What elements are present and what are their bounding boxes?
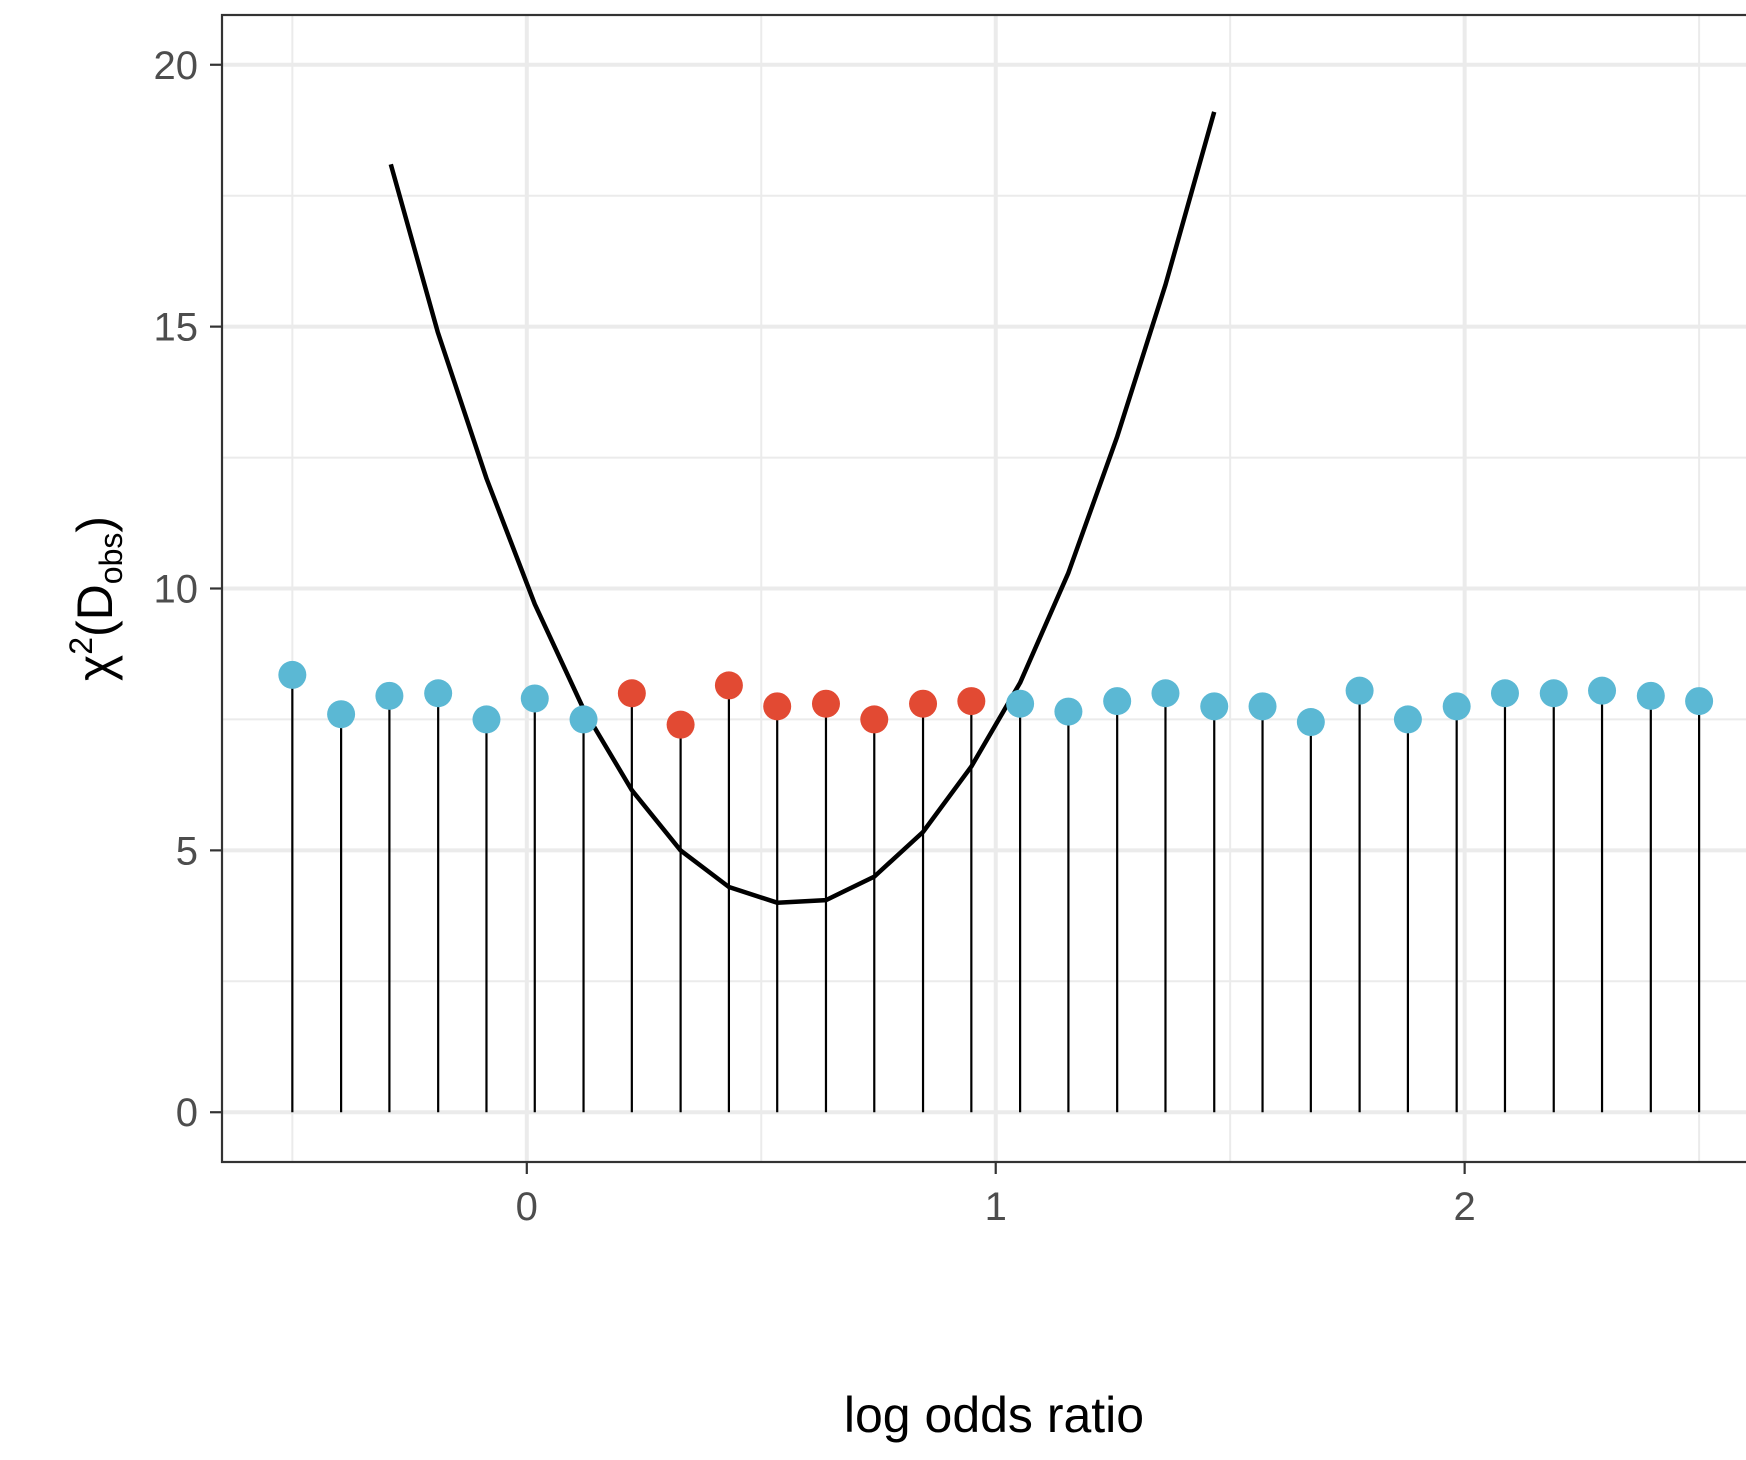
y-axis-title-open: (D bbox=[67, 584, 123, 637]
data-point-out-of-range bbox=[424, 679, 453, 708]
data-point-out-of-range bbox=[1345, 676, 1374, 705]
y-axis-title-close: ) bbox=[67, 516, 123, 533]
y-axis-title-subscript: obs bbox=[93, 533, 129, 585]
x-tick-label: 1 bbox=[985, 1185, 1007, 1229]
y-tick-label: 5 bbox=[176, 829, 198, 873]
y-axis-ticks: 0 5 10 15 20 bbox=[154, 44, 222, 1135]
data-point-out-of-range bbox=[569, 705, 598, 734]
x-axis-title: log odds ratio bbox=[844, 1387, 1144, 1443]
x-tick-label: 2 bbox=[1454, 1185, 1476, 1229]
y-tick-label: 15 bbox=[154, 306, 199, 350]
point-stems bbox=[291, 674, 1701, 1113]
data-point-out-of-range bbox=[1248, 692, 1277, 721]
data-point-out-of-range bbox=[375, 681, 404, 710]
y-tick-label: 10 bbox=[154, 568, 199, 612]
y-axis-title: χ2(Dobs) bbox=[63, 516, 129, 681]
y-tick-label: 0 bbox=[176, 1091, 198, 1135]
y-axis-title-base: χ bbox=[67, 655, 123, 681]
data-point-out-of-range bbox=[472, 705, 501, 734]
data-point-out-of-range bbox=[1588, 676, 1617, 705]
data-point-out-of-range bbox=[1539, 679, 1568, 708]
data-point-in-range bbox=[714, 671, 743, 700]
data-point-out-of-range bbox=[1296, 708, 1325, 737]
data-point-out-of-range bbox=[1636, 681, 1665, 710]
data-point-out-of-range bbox=[1685, 687, 1714, 716]
data-point-out-of-range bbox=[520, 684, 549, 713]
data-point-out-of-range bbox=[1442, 692, 1471, 721]
data-point-in-range bbox=[909, 689, 938, 718]
data-point-out-of-range bbox=[1054, 697, 1083, 726]
data-point-in-range bbox=[811, 689, 840, 718]
data-point-in-range bbox=[617, 679, 646, 708]
data-point-out-of-range bbox=[1393, 705, 1422, 734]
data-point-out-of-range bbox=[327, 700, 356, 729]
data-point-in-range bbox=[957, 687, 986, 716]
data-point-out-of-range bbox=[1103, 687, 1132, 716]
data-points bbox=[278, 660, 1714, 739]
chi-square-curve bbox=[388, 111, 1217, 905]
data-point-in-range bbox=[763, 692, 792, 721]
data-point-in-range bbox=[860, 705, 889, 734]
data-point-in-range bbox=[666, 710, 695, 739]
x-axis-ticks: 0 1 2 bbox=[516, 1162, 1476, 1229]
y-axis-title-superscript: 2 bbox=[63, 637, 99, 655]
major-gridlines bbox=[222, 15, 1746, 1162]
data-point-out-of-range bbox=[1006, 689, 1035, 718]
data-point-out-of-range bbox=[1490, 679, 1519, 708]
x-tick-label: 0 bbox=[516, 1185, 538, 1229]
data-point-out-of-range bbox=[1151, 679, 1180, 708]
y-tick-label: 20 bbox=[154, 44, 199, 88]
data-point-out-of-range bbox=[278, 660, 307, 689]
data-point-out-of-range bbox=[1200, 692, 1229, 721]
